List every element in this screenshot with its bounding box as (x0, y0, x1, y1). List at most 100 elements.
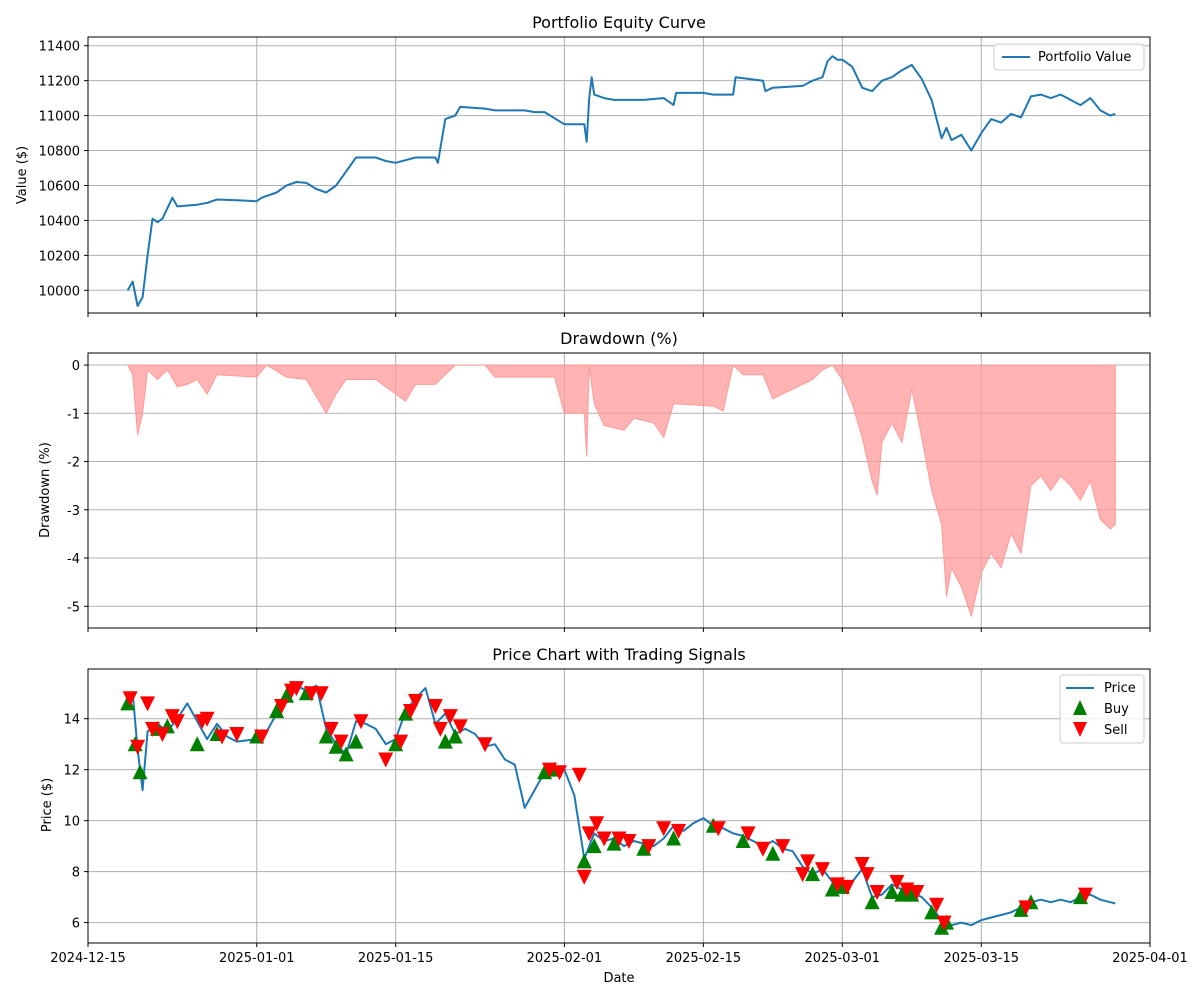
buy-signal-marker (398, 705, 414, 721)
sell-signal-marker (656, 821, 672, 837)
price-y-axis-label: Price ($) (40, 778, 55, 832)
sell-signal-marker (122, 691, 138, 707)
price-axes-frame (87, 668, 1151, 944)
sell-signal-marker (576, 869, 592, 885)
price-panel: Price Chart with Trading Signals Price (… (40, 645, 1188, 986)
price-y-tick-label: 10 (63, 815, 80, 830)
sell-signal-marker (140, 696, 156, 712)
price-x-tick-label: 2025-01-01 (219, 951, 295, 966)
equity-legend-box (993, 43, 1145, 71)
price-y-tick-label: 12 (63, 764, 80, 779)
buy-signal-marker (894, 886, 910, 902)
sell-signal-marker (740, 826, 756, 842)
price-x-tick-label: 2024-12-15 (50, 951, 126, 966)
sell-signal-marker (621, 834, 637, 850)
buy-signal-marker (904, 886, 920, 902)
buy-signal-marker (269, 703, 285, 719)
price-y-tick-label: 14 (63, 713, 80, 728)
drawdown-title: Drawdown (%) (560, 329, 678, 348)
price-x-tick-label: 2025-04-01 (1112, 951, 1188, 966)
sell-signal-marker (393, 734, 409, 750)
sell-signal-marker (869, 885, 885, 901)
sell-signal-marker (353, 714, 369, 730)
buy-signal-marker (586, 838, 602, 854)
sell-signal-marker (1018, 900, 1034, 916)
equity-title: Portfolio Equity Curve (532, 13, 706, 32)
sell-signal-marker (169, 714, 185, 730)
buy-signal-marker (318, 728, 334, 744)
buy-signal-marker (348, 733, 364, 749)
buy-signal-marker (606, 835, 622, 851)
sell-signal-marker (800, 854, 816, 870)
buy-signal-marker (447, 728, 463, 744)
equity-y-tick-label: 10600 (39, 179, 80, 194)
sell-signal-marker (403, 704, 419, 720)
price-plot-area (120, 681, 1116, 935)
buy-signal-marker (189, 736, 205, 752)
sell-signal-marker (154, 726, 170, 742)
sell-signal-marker (288, 681, 304, 697)
sell-legend-marker (1073, 722, 1087, 737)
price-legend-label-buy: Buy (1104, 702, 1129, 717)
sell-signal-marker (909, 885, 925, 901)
buy-signal-marker (666, 830, 682, 846)
sell-signal-marker (130, 739, 146, 755)
equity-legend-label: Portfolio Value (1038, 50, 1131, 65)
drawdown-y-tick-label: -3 (67, 504, 80, 519)
sell-signal-marker (254, 729, 270, 745)
sell-signal-marker (229, 726, 245, 742)
buy-signal-marker (735, 833, 751, 849)
sell-signal-marker (1077, 887, 1093, 903)
sell-signal-marker (303, 686, 319, 702)
buy-signal-marker (338, 746, 354, 762)
equity-y-ticks: 10000 10200 10400 10600 10800 11000 11200 11400 (39, 40, 88, 299)
sell-signal-marker (199, 711, 215, 727)
equity-panel: Portfolio Equity Curve Value ($) 1000010… (15, 13, 1151, 317)
sell-signal-marker (571, 767, 587, 783)
buy-signal-marker (576, 853, 592, 869)
sell-signal-marker (427, 698, 443, 714)
price-y-tick-label: 8 (72, 866, 80, 881)
buy-signal-marker (864, 894, 880, 910)
sell-signal-marker (859, 867, 875, 883)
sell-signal-marker (442, 709, 458, 725)
equity-grid (88, 37, 1150, 313)
price-y-tick-label: 6 (72, 917, 80, 932)
sell-signal-marker (814, 862, 830, 878)
sell-signal-marker (596, 831, 612, 847)
price-x-tick-label: 2025-03-15 (943, 951, 1019, 966)
equity-y-axis-label: Value ($) (15, 146, 30, 204)
sell-signal-marker (323, 721, 339, 737)
buy-signal-marker (636, 840, 652, 856)
drawdown-y-tick-label: -2 (67, 456, 80, 471)
drawdown-y-ticks: 0 -1 -2 -3 -4 -5 (67, 359, 88, 615)
equity-y-tick-label: 11400 (39, 40, 80, 55)
drawdown-panel: Drawdown (%) Drawdown (%) 0 -1 -2 -3 -4 -5 (38, 329, 1151, 632)
price-legend: Price Buy Sell (1059, 674, 1145, 744)
sell-signal-marker (477, 737, 493, 753)
price-x-tick-label: 2025-03-01 (805, 951, 881, 966)
sell-signal-marker (378, 752, 394, 768)
price-y-ticks: 6 8 10 12 14 (63, 713, 88, 932)
price-legend-label-price: Price (1104, 681, 1136, 696)
drawdown-y-tick-label: -5 (67, 600, 80, 615)
price-x-axis-label: Date (603, 971, 634, 986)
sell-signal-marker (854, 856, 870, 872)
buy-legend-marker (1073, 700, 1087, 715)
drawdown-y-tick-label: -1 (67, 407, 80, 422)
buy-signal-marker (388, 736, 404, 752)
price-x-tick-label: 2025-01-15 (358, 951, 434, 966)
buy-signal-marker (924, 904, 940, 920)
equity-y-tick-label: 10000 (39, 284, 80, 299)
drawdown-axes-frame (87, 352, 1151, 629)
price-x-ticks: 2024-12-15 2025-01-01 2025-01-15 2025-02-01… (50, 943, 1188, 966)
sell-signal-marker (936, 915, 952, 931)
equity-y-tick-label: 11000 (39, 110, 80, 125)
drawdown-area (126, 364, 1116, 618)
sell-signal-marker (333, 734, 349, 750)
sell-signal-marker (710, 821, 726, 837)
sell-signal-marker (589, 816, 605, 832)
sell-signal-marker (408, 693, 424, 709)
drawdown-y-axis-label: Drawdown (%) (38, 442, 53, 538)
